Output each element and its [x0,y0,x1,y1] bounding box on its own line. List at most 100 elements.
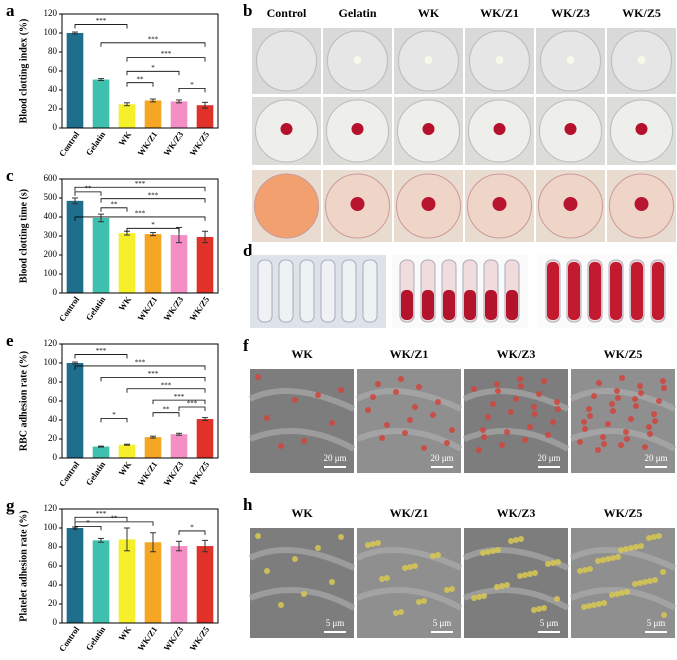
column-label: WK [291,347,313,361]
cell [255,374,261,380]
significance-label: *** [148,35,159,43]
cell [554,596,560,602]
blood-drop [351,123,364,135]
cell [494,584,500,590]
blood-drop [634,197,649,211]
cell [329,579,335,585]
x-tick-label: Control [57,294,82,323]
x-tick-label: WK/Z1 [135,295,159,323]
cell [398,376,404,382]
cell [490,548,496,554]
cell [517,376,523,382]
bar [170,434,188,458]
sem-image [250,369,354,473]
cell [278,602,284,608]
cell [624,589,630,595]
cell [480,550,486,556]
significance-bracket [100,207,128,212]
significance-label: *** [135,359,146,367]
cell [545,561,551,567]
cell [600,434,606,440]
bar [144,437,162,458]
panel-letter: c [6,166,14,185]
significance-label: ** [137,75,145,83]
cell [379,576,385,582]
cell [652,418,658,424]
cell [504,582,510,588]
significance-bracket [74,516,128,522]
column-label: WK [291,506,313,520]
error-bar [150,435,156,439]
column-label: WK/Z1 [480,6,519,20]
significance-label: *** [161,381,172,389]
y-tick-label: 20 [48,103,58,113]
cell [609,401,615,407]
tube [362,259,378,323]
cell [513,537,519,543]
y-tick-label: 20 [48,433,58,443]
significance-label: *** [174,393,185,401]
x-tick-label: WK/Z1 [135,130,159,158]
cell [301,438,307,444]
significance-bracket [100,42,206,47]
cell [508,538,514,544]
cell [481,593,487,599]
significance-label: *** [148,370,159,378]
error-bar [202,539,208,553]
cell [642,444,648,450]
cell [315,545,321,551]
cell [393,389,399,395]
cell [536,391,542,397]
cell [601,441,607,447]
y-tick-label: 0 [53,617,58,627]
scale-bar-label: 20 μm [537,453,560,463]
cell [421,598,427,604]
cell [393,610,399,616]
cell [402,565,408,571]
y-tick-label: 60 [48,65,58,75]
y-tick-label: 100 [44,522,58,532]
cell [628,416,634,422]
column-label: WK/Z5 [622,6,661,20]
cell [480,427,486,433]
bar [170,235,188,293]
cell [435,399,441,405]
cell [555,559,561,565]
cell [402,430,408,436]
cell [623,429,629,435]
error-bar [202,230,208,244]
y-tick-label: 20 [48,598,58,608]
bar [196,105,214,128]
cell [577,568,583,574]
tube [278,259,294,323]
cell [595,558,601,564]
error-bar [202,417,208,421]
cell [586,406,592,412]
blood-drop [350,197,365,211]
cell [412,563,418,569]
significance-bracket [126,82,154,87]
bar [170,546,188,623]
x-tick-label: WK/Z5 [187,625,211,653]
cell [476,594,482,600]
tube [299,259,315,323]
significance-label: *** [96,510,107,518]
y-tick-label: 0 [53,452,58,462]
significance-bracket [126,70,180,76]
cell [444,587,450,593]
cell [532,411,538,417]
column-label: Control [267,6,307,20]
cell [449,586,455,592]
x-tick-label: Control [57,459,82,488]
significance-bracket [74,521,154,526]
x-tick-label: WK [116,294,133,312]
cell [379,435,385,441]
cell [536,606,542,612]
tube-blood [506,290,518,320]
cell [581,419,587,425]
tube-blood [443,290,455,320]
bar [118,104,136,128]
cell [527,424,533,430]
y-axis-label: RBC adhesion rate (%) [18,351,29,451]
